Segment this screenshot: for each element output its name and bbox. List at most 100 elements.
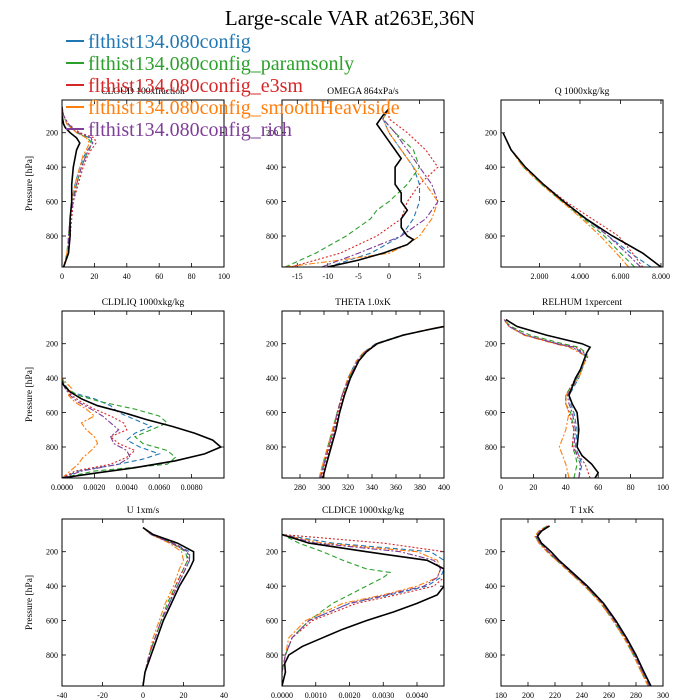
legend-item: flthist134.080config_rich bbox=[66, 119, 400, 141]
x-tick-label: -5 bbox=[355, 272, 362, 281]
series-line bbox=[282, 533, 442, 686]
y-tick-label: 200 bbox=[46, 548, 58, 557]
legend-swatch bbox=[66, 106, 84, 109]
series-line bbox=[62, 106, 94, 267]
series-line bbox=[291, 108, 439, 267]
legend-label: flthist134.080config_rich bbox=[88, 119, 292, 141]
x-tick-label: 280 bbox=[630, 691, 642, 700]
x-tick-label: 0.0030 bbox=[372, 691, 394, 700]
plot-frame bbox=[61, 99, 225, 268]
legend-item: flthist134.080config bbox=[66, 31, 400, 53]
legend-swatch bbox=[66, 62, 84, 65]
page-title: Large-scale VAR at263E,36N bbox=[224, 6, 476, 30]
plot-frame bbox=[281, 99, 445, 268]
x-tick-label: 320 bbox=[342, 483, 354, 492]
series-line bbox=[503, 319, 586, 478]
series-line bbox=[502, 132, 630, 267]
panel-title: CLOUD 100xfraction bbox=[101, 86, 185, 97]
y-tick-label: 400 bbox=[485, 582, 497, 591]
x-tick-label: 40 bbox=[220, 691, 228, 700]
plot-frame bbox=[281, 518, 445, 687]
legend-swatch bbox=[66, 84, 84, 87]
x-tick-label: 0.0040 bbox=[406, 691, 428, 700]
x-tick-label: 100 bbox=[218, 272, 230, 281]
series-line bbox=[535, 525, 650, 686]
series-line bbox=[62, 106, 81, 267]
series-line bbox=[142, 526, 195, 686]
series-line bbox=[503, 319, 586, 478]
x-tick-label: 40 bbox=[562, 483, 570, 492]
y-tick-label: 600 bbox=[46, 617, 58, 626]
chart-panel: U 1xm/s Pressure [hPa] -40 -20 0 20 40 200 400 60… bbox=[25, 506, 228, 700]
x-tick-label: 20 bbox=[90, 272, 98, 281]
x-tick-label: 20 bbox=[180, 691, 188, 700]
x-tick-label: 200 bbox=[522, 691, 534, 700]
legend-item: flthist134.080config_e3sm bbox=[66, 75, 400, 97]
chart-panel: OMEGA 864xPa/s -15 -10 -5 0 5 200 400 600 800 bbox=[266, 87, 445, 281]
series-line bbox=[318, 325, 442, 478]
y-axis-label: Pressure [hPa] bbox=[25, 156, 35, 211]
x-tick-label: 300 bbox=[657, 691, 669, 700]
x-tick-label: 60 bbox=[594, 483, 602, 492]
chart-panel: CLDLIQ 1000xkg/kg Pressure [hPa] 0.0000 0.0… bbox=[25, 298, 225, 492]
series-line bbox=[142, 527, 185, 686]
y-tick-label: 200 bbox=[46, 129, 58, 138]
plot-frame bbox=[281, 310, 445, 479]
x-tick-label: 20 bbox=[529, 483, 537, 492]
y-tick-label: 400 bbox=[266, 582, 278, 591]
series-line bbox=[322, 325, 444, 478]
series-line bbox=[62, 377, 177, 478]
y-tick-label: 400 bbox=[46, 582, 58, 591]
series-line bbox=[319, 325, 442, 478]
series-line bbox=[502, 132, 644, 267]
legend-label: flthist134.080config bbox=[88, 31, 251, 53]
y-tick-label: 200 bbox=[485, 129, 497, 138]
y-tick-label: 800 bbox=[485, 232, 497, 241]
x-tick-label: 360 bbox=[390, 483, 402, 492]
series-line bbox=[321, 325, 443, 478]
series-line bbox=[282, 534, 392, 686]
series-line bbox=[534, 525, 649, 686]
x-tick-label: 40 bbox=[123, 272, 131, 281]
y-tick-label: 600 bbox=[266, 409, 278, 418]
series-line bbox=[502, 132, 662, 267]
x-tick-label: 0.0020 bbox=[339, 691, 361, 700]
series-line bbox=[285, 108, 439, 267]
series-line bbox=[282, 533, 444, 686]
series-line bbox=[534, 525, 649, 686]
y-tick-label: 600 bbox=[485, 617, 497, 626]
series-line bbox=[502, 132, 642, 267]
panel-title: Q 1000xkg/kg bbox=[555, 87, 610, 97]
legend-label: flthist134.080config_e3sm bbox=[88, 75, 303, 97]
x-tick-label: 2.000 bbox=[530, 272, 548, 281]
chart-panel: CLOUD 100xfraction Pressure [hPa] 0 20 40 60 8… bbox=[25, 86, 230, 281]
x-tick-label: -40 bbox=[57, 691, 68, 700]
x-tick-label: 0.0060 bbox=[148, 483, 170, 492]
x-tick-label: 300 bbox=[318, 483, 330, 492]
series-line bbox=[503, 319, 588, 478]
series-line bbox=[318, 325, 443, 478]
panel-title: U 1xm/s bbox=[127, 506, 160, 516]
x-tick-label: 0.0080 bbox=[181, 483, 203, 492]
y-tick-label: 600 bbox=[46, 409, 58, 418]
y-tick-label: 400 bbox=[485, 374, 497, 383]
y-tick-label: 800 bbox=[485, 443, 497, 452]
x-tick-label: 280 bbox=[294, 483, 306, 492]
legend: flthist134.080config flthist134.080config… bbox=[66, 31, 400, 141]
plot-frame bbox=[500, 99, 664, 268]
y-tick-label: 600 bbox=[266, 617, 278, 626]
y-tick-label: 600 bbox=[46, 198, 58, 207]
plot-frame bbox=[61, 310, 225, 479]
x-tick-label: 0.0000 bbox=[51, 483, 73, 492]
series-line bbox=[62, 377, 99, 478]
series-line bbox=[62, 381, 223, 478]
y-tick-label: 200 bbox=[266, 129, 278, 138]
series-line bbox=[535, 525, 652, 686]
x-tick-label: 0 bbox=[141, 691, 145, 700]
y-axis-label: Pressure [hPa] bbox=[25, 575, 35, 630]
y-tick-label: 800 bbox=[266, 443, 278, 452]
x-tick-label: 6.000 bbox=[611, 272, 629, 281]
chart-panel: Q 1000xkg/kg 2.000 4.000 6.000 8.000 200 400 60… bbox=[485, 87, 670, 281]
y-tick-label: 600 bbox=[266, 198, 278, 207]
